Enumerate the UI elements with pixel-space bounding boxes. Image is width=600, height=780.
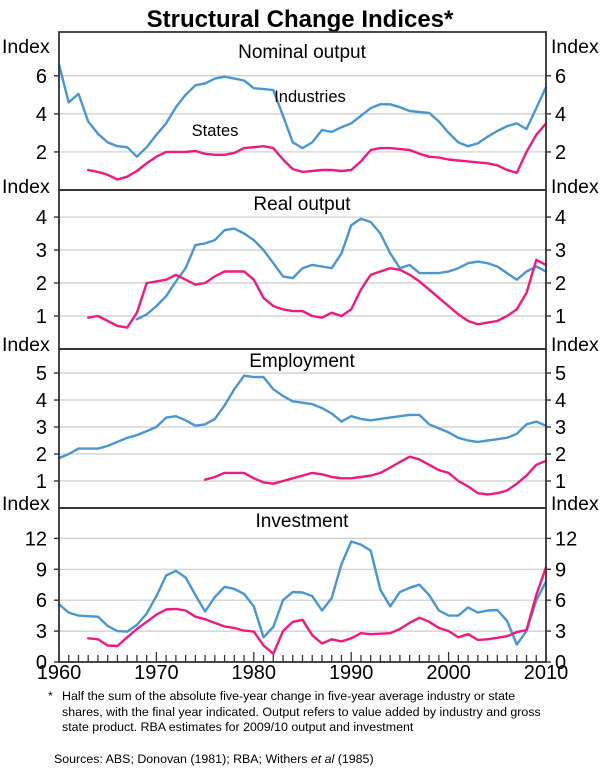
- axis-unit-label-right: Index: [551, 176, 599, 198]
- y-tick-label-right: 3: [555, 240, 566, 262]
- sources-et-al: et al: [310, 752, 335, 766]
- axis-unit-label-left: Index: [2, 176, 50, 198]
- footnote: * Half the sum of the absolute five-year…: [46, 689, 556, 736]
- panel-title: Nominal output: [238, 42, 367, 63]
- y-tick-label-left: 5: [36, 363, 47, 385]
- x-tick-label: 1970: [134, 662, 179, 684]
- y-tick-label-left: 1: [36, 471, 47, 493]
- axis-unit-label-right: Index: [551, 36, 599, 58]
- sources-line: Sources: ABS; Donovan (1981); RBA; Withe…: [54, 752, 374, 766]
- y-tick-label-left: 3: [36, 240, 47, 262]
- axis-unit-label-left: Index: [2, 36, 50, 58]
- series-line-industries: [57, 540, 548, 646]
- page-title: Structural Change Indices*: [146, 6, 454, 33]
- footnote-line: investment: [353, 720, 414, 735]
- axis-unit-label-right: Index: [551, 334, 599, 356]
- y-tick-label-left: 9: [36, 559, 47, 581]
- y-tick-label-left: 4: [36, 390, 47, 412]
- x-tick-label: 1990: [329, 662, 374, 684]
- panel-title: Investment: [256, 511, 350, 532]
- y-tick-label-left: 3: [36, 621, 47, 643]
- y-tick-label-right: 0: [555, 652, 566, 674]
- y-tick-label-left: 6: [36, 590, 47, 612]
- series-line-states: [86, 258, 548, 329]
- footnote-marker: *: [48, 689, 53, 703]
- y-tick-label-left: 3: [36, 417, 47, 439]
- legend-industries-label: Industries: [274, 88, 346, 106]
- y-tick-label-right: 12: [555, 528, 577, 550]
- y-tick-label-right: 2: [555, 273, 566, 295]
- series-line-industries: [57, 63, 548, 158]
- y-tick-label-right: 3: [555, 621, 566, 643]
- x-tick-label: 2010: [524, 662, 569, 684]
- series-line-states: [86, 122, 548, 181]
- y-tick-label-left: 2: [36, 273, 47, 295]
- y-tick-label-left: 2: [36, 444, 47, 466]
- series-line-industries: [135, 217, 548, 321]
- x-tick-label: 1960: [37, 662, 82, 684]
- y-tick-label-right: 5: [555, 363, 566, 385]
- y-tick-label-left: 2: [36, 142, 47, 164]
- x-tick-label: 2000: [426, 662, 471, 684]
- axis-unit-label-left: Index: [2, 334, 50, 356]
- series-line-industries: [57, 374, 548, 460]
- footnote-line: by industry and gross state product. RBA…: [62, 704, 541, 735]
- y-tick-label-left: 0: [36, 652, 47, 674]
- axis-unit-label-left: Index: [2, 493, 50, 515]
- y-tick-label-right: 6: [555, 590, 566, 612]
- y-tick-label-right: 4: [555, 207, 566, 229]
- footnote-text: Half the sum of the absolute five-year c…: [62, 689, 556, 736]
- y-tick-label-right: 9: [555, 559, 566, 581]
- y-tick-label-left: 4: [36, 207, 47, 229]
- y-tick-label-right: 6: [555, 66, 566, 88]
- y-tick-label-right: 1: [555, 471, 566, 493]
- axis-unit-label-right: Index: [551, 493, 599, 515]
- y-tick-label-right: 1: [555, 306, 566, 328]
- y-tick-label-left: 1: [36, 306, 47, 328]
- y-tick-label-right: 2: [555, 142, 566, 164]
- y-tick-label-right: 4: [555, 104, 566, 126]
- x-tick-label: 1980: [232, 662, 277, 684]
- y-tick-label-right: 3: [555, 417, 566, 439]
- y-tick-label-left: 12: [25, 528, 47, 550]
- sources-suffix: (1985): [334, 752, 374, 766]
- y-tick-label-right: 4: [555, 390, 566, 412]
- y-tick-label-left: 6: [36, 66, 47, 88]
- footnote-line: or state shares, with the final year ind…: [62, 689, 516, 719]
- panel-title: Real output: [253, 194, 351, 215]
- footnote-line: Half the sum of the absolute five-year c…: [62, 689, 471, 703]
- y-tick-label-left: 4: [36, 104, 47, 126]
- legend-states-label: States: [192, 122, 239, 140]
- sources-prefix: Sources: ABS; Donovan (1981); RBA; Withe…: [54, 752, 311, 766]
- series-line-states: [86, 566, 548, 655]
- y-tick-label-right: 2: [555, 444, 566, 466]
- series-line-states: [203, 455, 548, 496]
- panel-title: Employment: [249, 351, 355, 372]
